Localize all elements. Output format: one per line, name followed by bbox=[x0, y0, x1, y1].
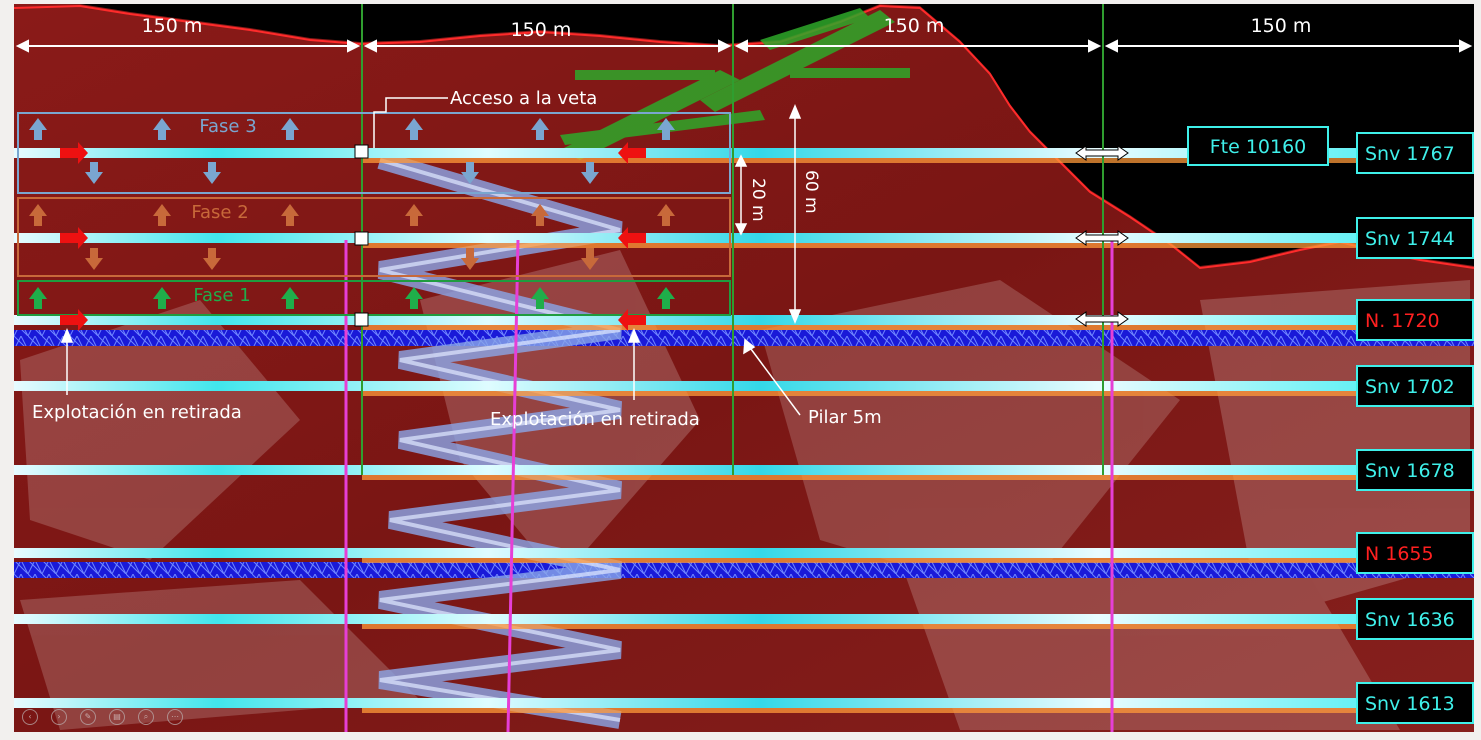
level-label-box bbox=[1356, 299, 1474, 341]
level-drift bbox=[14, 148, 1370, 158]
front-label: Fte 10160 bbox=[1210, 136, 1307, 158]
pillar-band-1655 bbox=[14, 562, 1474, 578]
span-label-3: 150 m bbox=[884, 15, 945, 37]
phase-arrow-down bbox=[203, 248, 221, 270]
surface-workings bbox=[560, 8, 910, 160]
access-points bbox=[354, 144, 369, 327]
ore-band bbox=[362, 243, 1452, 248]
phase-arrow-up bbox=[657, 118, 675, 140]
terrain-profile bbox=[13, 4, 1475, 270]
phase-2-box bbox=[17, 197, 731, 277]
phase-arrow-up bbox=[531, 287, 549, 309]
phase-3-label: Fase 3 bbox=[199, 116, 256, 137]
phase-arrow-up bbox=[281, 204, 299, 226]
front-box bbox=[1187, 126, 1329, 166]
more-icon[interactable]: ⋯ bbox=[167, 709, 183, 725]
dim-20m: 20 m bbox=[748, 178, 768, 222]
level-label-box bbox=[1356, 532, 1474, 574]
phase-arrow-down bbox=[581, 162, 599, 184]
level-drift bbox=[14, 698, 1370, 708]
span-label-4: 150 m bbox=[1251, 15, 1312, 37]
level-label: Snv 1678 bbox=[1365, 460, 1455, 482]
level-drift bbox=[14, 465, 1370, 475]
phase-1-label: Fase 1 bbox=[193, 285, 250, 306]
phase-arrow-up bbox=[29, 287, 47, 309]
slideshow-toolbar: ‹ › ✎ ▤ ⌕ ⋯ bbox=[22, 709, 183, 725]
level-label-box bbox=[1356, 217, 1474, 259]
phase-arrow-up bbox=[281, 118, 299, 140]
phase-arrow-up bbox=[153, 118, 171, 140]
phase-arrow-up bbox=[153, 204, 171, 226]
level-label-box bbox=[1356, 365, 1474, 407]
pillar-label: Pilar 5m bbox=[808, 407, 882, 428]
phase-arrow-down bbox=[203, 162, 221, 184]
phase-arrow-down bbox=[581, 248, 599, 270]
level-label: Snv 1767 bbox=[1365, 143, 1455, 165]
level-label-box bbox=[1356, 682, 1474, 724]
phase-arrow-up bbox=[405, 204, 423, 226]
ore-band bbox=[362, 558, 1452, 563]
phase-arrow-down bbox=[461, 248, 479, 270]
phase-arrow-down bbox=[461, 162, 479, 184]
phase-1-box bbox=[17, 280, 731, 316]
ore-band bbox=[362, 391, 1452, 396]
phase-arrow-up bbox=[29, 204, 47, 226]
phase-arrow-up bbox=[29, 118, 47, 140]
access-label: Acceso a la veta bbox=[450, 88, 597, 109]
phase-arrow-up bbox=[405, 118, 423, 140]
next-icon[interactable]: › bbox=[51, 709, 67, 725]
level-drift bbox=[14, 381, 1370, 391]
ore-band bbox=[362, 708, 1452, 713]
zoom-icon[interactable]: ⌕ bbox=[138, 709, 154, 725]
ore-band bbox=[362, 158, 1452, 163]
level-label: Snv 1744 bbox=[1365, 228, 1455, 250]
ore-band bbox=[362, 325, 1452, 330]
phase-arrows bbox=[29, 118, 675, 309]
phase-arrow-down bbox=[85, 162, 103, 184]
slides-icon[interactable]: ▤ bbox=[109, 709, 125, 725]
pen-icon[interactable]: ✎ bbox=[80, 709, 96, 725]
phase-arrow-up bbox=[657, 204, 675, 226]
double-arrows bbox=[1075, 145, 1129, 327]
level-label: Snv 1636 bbox=[1365, 609, 1455, 631]
level-drift bbox=[14, 315, 1370, 325]
ore-band bbox=[362, 624, 1452, 629]
phase-arrow-up bbox=[531, 118, 549, 140]
level-label: N 1655 bbox=[1365, 543, 1434, 565]
retreat-arrows bbox=[60, 142, 646, 331]
level-drift bbox=[14, 233, 1370, 243]
phase-arrow-up bbox=[531, 204, 549, 226]
phase-arrow-up bbox=[657, 287, 675, 309]
level-labels: Snv 1767 Snv 1744 N. 1720 Snv 1702 Snv 1678 N… bbox=[1356, 132, 1474, 724]
vertical-dimensions bbox=[734, 104, 802, 324]
level-label-box bbox=[1356, 449, 1474, 491]
level-label: Snv 1702 bbox=[1365, 376, 1455, 398]
previous-icon[interactable]: ‹ bbox=[22, 709, 38, 725]
leader-lines bbox=[60, 97, 801, 416]
phase-arrow-up bbox=[153, 287, 171, 309]
level-drifts bbox=[14, 148, 1452, 713]
top-dimensions bbox=[15, 39, 1473, 53]
dim-60m: 60 m bbox=[801, 170, 821, 214]
level-label-box bbox=[1356, 598, 1474, 640]
phase-arrow-up bbox=[281, 287, 299, 309]
retreat-label-left: Explotación en retirada bbox=[32, 402, 242, 423]
phase-arrow-up bbox=[405, 287, 423, 309]
level-drift bbox=[14, 548, 1370, 558]
level-label-box bbox=[1356, 132, 1474, 174]
retreat-label-center: Explotación en retirada bbox=[490, 409, 700, 430]
level-label: N. 1720 bbox=[1365, 310, 1440, 332]
level-drift bbox=[14, 614, 1370, 624]
ore-band bbox=[362, 475, 1452, 480]
phase-arrow-down bbox=[85, 248, 103, 270]
phase-2-label: Fase 2 bbox=[191, 202, 248, 223]
span-label-2: 150 m bbox=[511, 19, 572, 41]
span-label-1: 150 m bbox=[142, 15, 203, 37]
level-label: Snv 1613 bbox=[1365, 693, 1455, 715]
pillar-band-1720 bbox=[14, 330, 1474, 346]
